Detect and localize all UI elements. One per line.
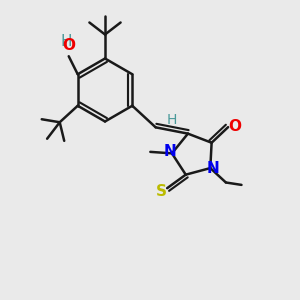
- Text: H: H: [167, 113, 178, 127]
- Text: O: O: [62, 38, 75, 53]
- Text: N: N: [206, 161, 219, 176]
- Text: H: H: [61, 34, 72, 49]
- Text: O: O: [228, 119, 241, 134]
- Text: N: N: [163, 144, 176, 159]
- Text: S: S: [156, 184, 167, 199]
